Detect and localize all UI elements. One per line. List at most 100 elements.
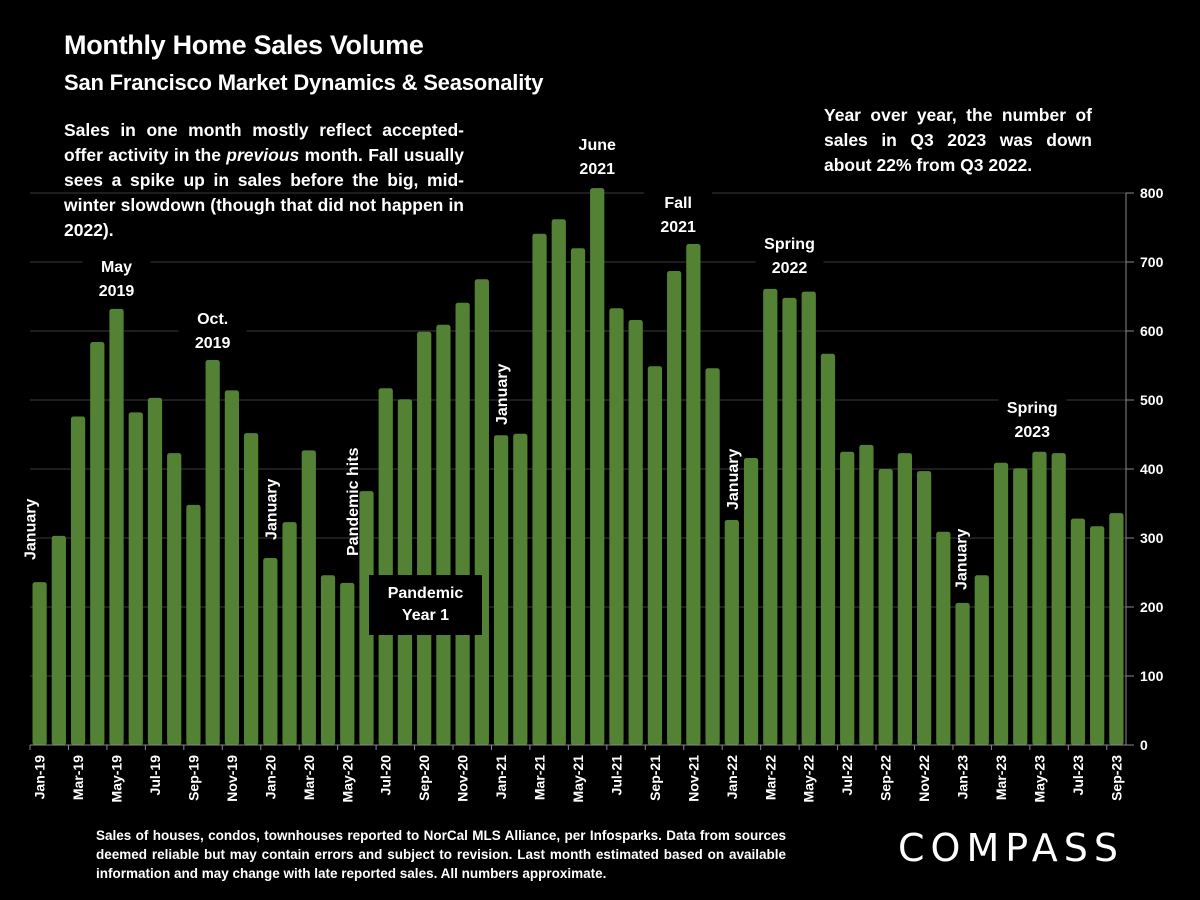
- x-tick-label: Jan-22: [724, 755, 740, 800]
- bar: [897, 453, 912, 745]
- bar: [1070, 518, 1086, 745]
- x-tick-label: Jul-21: [608, 755, 624, 796]
- x-tick-label: Mar-19: [70, 755, 86, 800]
- x-tick-label: Jan-23: [955, 755, 971, 800]
- x-tick-label: Jan-19: [32, 755, 48, 800]
- annotation-label: 2022: [772, 260, 808, 277]
- annotations: January May 2019 Oct. 2019 January Pandemic hi…: [23, 132, 1067, 590]
- bar: [820, 353, 836, 745]
- bar: [1051, 453, 1066, 745]
- bar: [205, 359, 220, 745]
- annotation-label: January: [725, 449, 742, 510]
- bar: [340, 582, 355, 745]
- bar: [90, 342, 105, 745]
- x-tick-label: Nov-20: [455, 755, 471, 802]
- annotation-backdrop: [998, 395, 1067, 443]
- x-tick-label: May-23: [1031, 755, 1047, 803]
- x-tick-label: Sep-20: [416, 755, 432, 801]
- x-tick-label: May-20: [339, 755, 355, 803]
- bar: [878, 469, 893, 745]
- x-tick-label: Jul-20: [378, 755, 394, 796]
- y-tick-label: 500: [1140, 392, 1164, 408]
- bar: [801, 291, 816, 745]
- annotation-label: May: [101, 259, 132, 276]
- bar: [532, 233, 547, 745]
- description-emphasis: previous: [226, 145, 300, 165]
- y-tick-label: 700: [1140, 254, 1164, 270]
- annotation-backdrop: [178, 306, 247, 354]
- compass-logo: COMPASS: [898, 826, 1124, 870]
- x-tick-label: Sep-22: [878, 755, 894, 801]
- y-tick-label: 300: [1140, 530, 1164, 546]
- annotation-backdrop: [563, 132, 632, 180]
- y-tick-label: 800: [1140, 185, 1164, 201]
- annotation-label: January: [494, 364, 511, 425]
- bar: [513, 433, 528, 745]
- annotation-backdrop: [644, 190, 713, 238]
- bars: [32, 188, 1124, 746]
- annotation-label: Pandemic hits: [345, 447, 362, 556]
- bar: [186, 504, 201, 745]
- description-text: Sales in one month mostly reflect accept…: [64, 118, 464, 243]
- bar: [686, 244, 701, 745]
- bar: [647, 366, 663, 745]
- bar: [359, 491, 374, 745]
- pandemic-box-line2: Year 1: [401, 607, 450, 624]
- bar: [782, 297, 797, 745]
- x-tick-label: Nov-19: [224, 755, 240, 802]
- annotation-label: 2021: [660, 219, 696, 236]
- bar: [763, 288, 778, 745]
- chart-title: Monthly Home Sales Volume: [64, 30, 424, 60]
- bar: [667, 270, 682, 745]
- bar: [378, 388, 393, 745]
- y-tick-label: 100: [1140, 668, 1164, 684]
- x-axis: Jan-19 Mar-19 May-19 Jul-19 Sep-19 Nov-19 Jan-…: [29, 744, 1126, 803]
- bar: [397, 399, 413, 745]
- x-tick-label: Jul-23: [1070, 755, 1086, 796]
- bar: [436, 324, 451, 745]
- x-tick-label: Sep-19: [185, 755, 201, 801]
- y-tick-label: 200: [1140, 599, 1164, 615]
- bar: [320, 575, 336, 745]
- bar: [859, 444, 874, 745]
- bar: [1032, 451, 1047, 745]
- description-part2: month. Fall usually sees a spike up in s…: [64, 145, 464, 240]
- bar: [474, 279, 489, 745]
- annotation-label: 2019: [99, 283, 135, 300]
- bar: [590, 188, 605, 746]
- y-tick-label: 0: [1140, 737, 1148, 753]
- bar: [628, 319, 643, 745]
- bar: [840, 451, 855, 745]
- x-tick-label: Sep-21: [647, 755, 663, 801]
- y-tick-label: 600: [1140, 323, 1164, 339]
- annotation-label: Oct.: [197, 311, 228, 328]
- x-tick-label: Jul-22: [839, 755, 855, 796]
- bar: [974, 575, 989, 745]
- bar: [109, 308, 124, 745]
- bar: [70, 416, 86, 745]
- bar: [32, 582, 47, 745]
- annotation-label: Spring: [1007, 400, 1058, 417]
- bar: [301, 450, 316, 745]
- x-tick-label: Mar-21: [532, 755, 548, 800]
- bar: [51, 535, 66, 745]
- bar: [551, 219, 566, 746]
- bar: [263, 558, 278, 745]
- y-axis: 0 100 200 300 400 500 600 700 800: [1125, 185, 1164, 753]
- x-tick-label: Mar-23: [993, 755, 1009, 800]
- bar: [993, 462, 1009, 745]
- annotation-label: Fall: [664, 195, 692, 212]
- bar: [1109, 513, 1124, 745]
- bar: [244, 433, 259, 745]
- annotation-backdrop: [755, 231, 824, 279]
- bar: [455, 302, 470, 745]
- x-tick-label: Jan-20: [262, 755, 278, 800]
- bar: [743, 457, 759, 745]
- x-tick-label: Mar-22: [762, 755, 778, 800]
- bar: [417, 331, 432, 745]
- chart-subtitle: San Francisco Market Dynamics & Seasonal…: [64, 70, 544, 95]
- x-tick-label: May-19: [109, 755, 125, 803]
- bar: [147, 397, 163, 745]
- footnote: Sales of houses, condos, townhouses repo…: [96, 828, 786, 881]
- pandemic-year-1-label: Pandemic Year 1: [369, 575, 482, 635]
